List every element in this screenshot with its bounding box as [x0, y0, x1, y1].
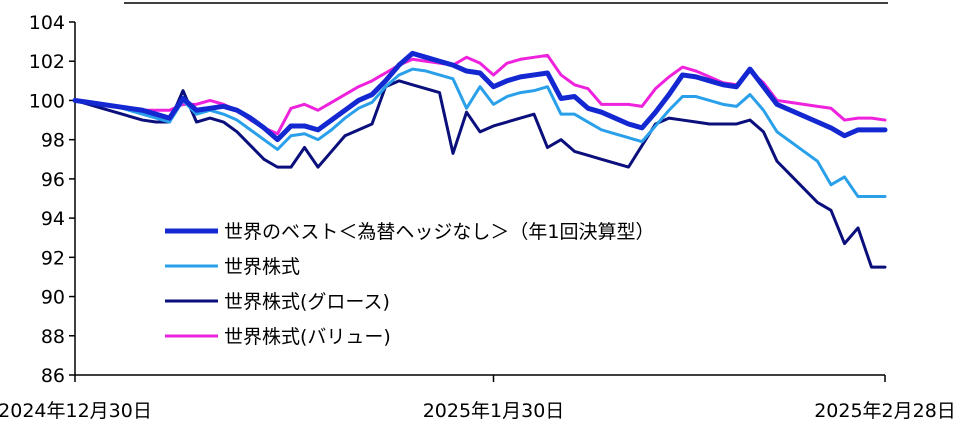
y-tick-label: 100: [29, 90, 65, 112]
x-tick-label: 2025年2月28日: [814, 400, 956, 422]
y-tick-label: 96: [41, 169, 65, 191]
y-tick-label: 94: [41, 208, 65, 230]
series-lines: [72, 50, 888, 269]
y-tick-label: 98: [41, 130, 65, 152]
x-tick-label: 2024年12月30日: [0, 400, 152, 422]
y-tick-label: 88: [41, 326, 65, 348]
y-tick-label: 86: [41, 365, 65, 387]
legend-label-0: 世界のベスト＜為替ヘッジなし＞（年1回決算型）: [224, 221, 654, 243]
y-tick-label: 104: [29, 12, 65, 34]
x-axis: 2024年12月30日 2025年1月30日 2025年2月28日: [0, 374, 956, 422]
y-tick-label: 102: [29, 51, 65, 73]
legend-label-2: 世界株式(グロース): [224, 291, 390, 313]
y-tick-label: 92: [41, 247, 65, 269]
x-tick-label: 2025年1月30日: [423, 400, 565, 422]
y-axis: 86 88 90 92 94 96 98 100 102 104: [29, 12, 76, 387]
legend-label-3: 世界株式(バリュー): [224, 326, 391, 348]
y-tick-label: 90: [41, 287, 65, 309]
legend-label-1: 世界株式: [224, 256, 300, 278]
series-line-2: [73, 79, 887, 269]
series-line-0: [72, 50, 888, 143]
